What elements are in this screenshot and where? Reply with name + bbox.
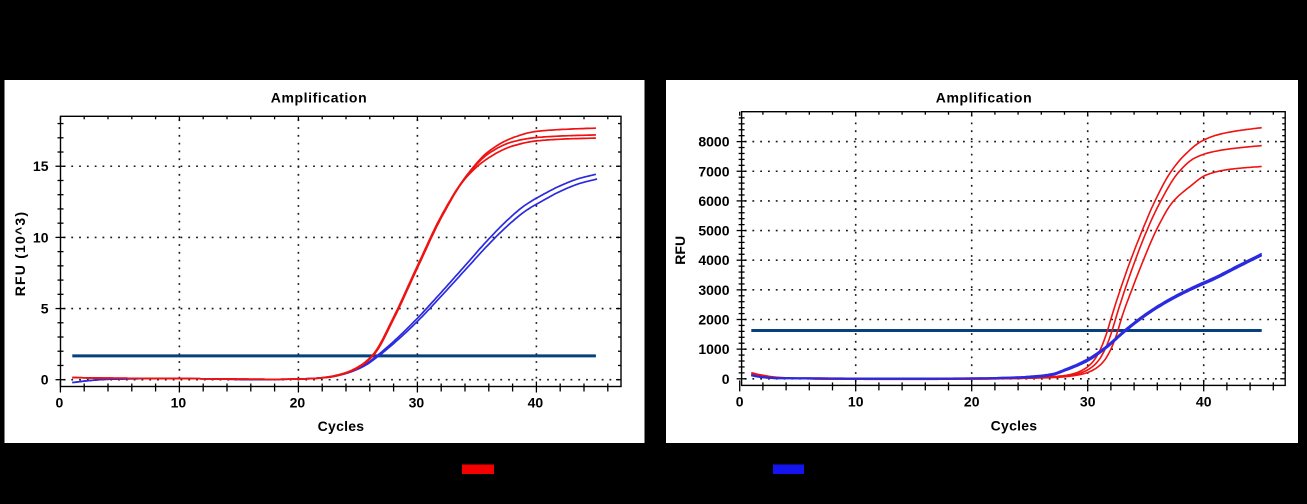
svg-text:15: 15 (33, 158, 49, 174)
svg-text:10: 10 (171, 395, 187, 411)
svg-text:20: 20 (964, 394, 980, 410)
svg-text:Amplification: Amplification (936, 89, 1032, 105)
svg-text:RFU: RFU (672, 236, 688, 265)
svg-text:0: 0 (56, 395, 64, 411)
svg-text:Cycles: Cycles (318, 418, 365, 434)
svg-text:30: 30 (1080, 394, 1096, 410)
svg-text:5000: 5000 (698, 223, 729, 239)
svg-text:RFU (10^3): RFU (10^3) (12, 211, 28, 297)
svg-text:1000: 1000 (698, 341, 729, 357)
svg-text:7000: 7000 (698, 163, 729, 179)
svg-text:30: 30 (409, 395, 425, 411)
svg-text:6000: 6000 (698, 193, 729, 209)
svg-text:0: 0 (41, 372, 49, 388)
svg-text:2000: 2000 (698, 312, 729, 328)
svg-text:10: 10 (33, 229, 49, 245)
svg-text:40: 40 (1196, 394, 1212, 410)
svg-text:0: 0 (736, 394, 744, 410)
svg-text:8000: 8000 (698, 134, 729, 150)
svg-text:5: 5 (41, 301, 49, 317)
svg-text:40: 40 (528, 395, 544, 411)
svg-text:Amplification: Amplification (271, 90, 367, 106)
svg-text:Cycles: Cycles (991, 418, 1038, 434)
svg-text:10: 10 (848, 394, 864, 410)
svg-text:20: 20 (290, 395, 306, 411)
svg-text:4000: 4000 (698, 252, 729, 268)
svg-text:0: 0 (722, 371, 730, 387)
svg-text:3000: 3000 (698, 282, 729, 298)
